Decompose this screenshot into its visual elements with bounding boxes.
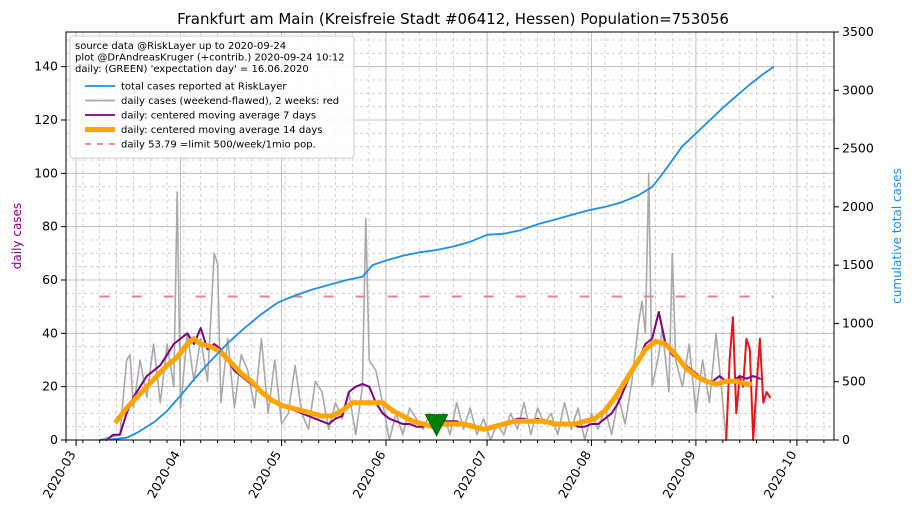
series-line-2 <box>725 316 771 441</box>
chart-title: Frankfurt am Main (Kreisfreie Stadt #064… <box>177 10 729 28</box>
legend-header-line: plot @DrAndreasKruger (+contrib.) 2020-0… <box>75 53 345 64</box>
y-tick-label-right: 2000 <box>842 199 874 214</box>
y-tick-label-right: 0 <box>842 432 850 447</box>
x-tick-label: 2020-08 <box>555 448 594 501</box>
y-axis-label-right: cumulative total cases <box>890 168 904 304</box>
x-tick-label: 2020-05 <box>245 448 284 501</box>
legend-entry: daily 53.79 =limit 500/week/1mio pop. <box>121 140 316 151</box>
plot-frame <box>65 31 835 441</box>
y-tick-label-left: 60 <box>42 272 58 287</box>
legend-box <box>69 35 355 159</box>
y-tick-label-right: 1000 <box>842 315 874 330</box>
expectation-marker <box>424 414 449 437</box>
legend-header-line: daily: (GREEN) 'expectation day' = 16.06… <box>75 64 309 75</box>
y-tick-label-left: 80 <box>42 219 58 234</box>
y-tick-label-left: 20 <box>42 379 58 394</box>
y-tick-label-right: 500 <box>842 374 866 389</box>
x-tick-label: 2020-09 <box>659 448 698 501</box>
y-tick-label-left: 40 <box>42 325 58 340</box>
legend-entry: daily cases (weekend-flawed), 2 weeks: r… <box>121 96 339 107</box>
legend-header-line: source data @RiskLayer up to 2020-09-24 <box>75 41 286 52</box>
x-tick-label: 2020-10 <box>760 448 799 501</box>
y-tick-label-left: 140 <box>34 59 58 74</box>
x-tick-label: 2020-06 <box>349 448 388 501</box>
legend: source data @RiskLayer up to 2020-09-24p… <box>69 35 355 159</box>
x-tick-label: 2020-03 <box>40 448 79 501</box>
x-tick-label: 2020-07 <box>451 448 490 501</box>
y-tick-label-left: 0 <box>50 432 58 447</box>
y-tick-label-right: 1500 <box>842 257 874 272</box>
legend-entry: total cases reported at RiskLayer <box>121 82 287 93</box>
series-line-0 <box>98 66 775 441</box>
y-tick-label-right: 2500 <box>842 141 874 156</box>
legend-entry: daily: centered moving average 14 days <box>121 125 322 136</box>
y-tick-label-right: 3000 <box>842 82 874 97</box>
y-tick-label-left: 100 <box>34 165 58 180</box>
x-tick-label: 2020-04 <box>144 448 183 501</box>
legend-entry: daily: centered moving average 7 days <box>121 111 316 122</box>
y-axis-label-left: daily cases <box>10 203 24 269</box>
expectation-marker-group <box>424 414 449 437</box>
y-tick-label-right: 3500 <box>842 24 874 39</box>
y-tick-label-left: 120 <box>34 112 58 127</box>
